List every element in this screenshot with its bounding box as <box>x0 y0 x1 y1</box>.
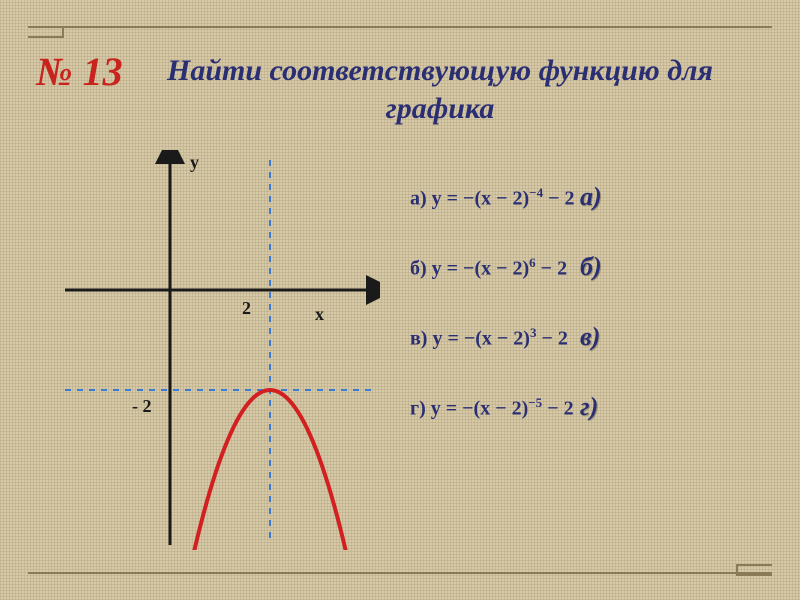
option-formula: в) y = −(x − 2)3 − 2 <box>410 325 568 351</box>
option-overlay-letter: а) <box>580 182 602 212</box>
y-tick-label: - 2 <box>132 396 152 417</box>
y-axis-label: у <box>190 152 199 173</box>
slide-title: Найти соответствующую функцию для график… <box>160 52 720 127</box>
bottom-rule <box>28 572 772 574</box>
option-overlay-letter: г) <box>580 392 598 422</box>
option-overlay-letter: б) <box>580 252 602 282</box>
option-formula: а) y = −(x − 2)−4 − 2 <box>410 185 575 211</box>
option-formula: б) y = −(x − 2)6 − 2 <box>410 255 567 281</box>
answer-options: а) y = −(x − 2)−4 − 2а) б) y = −(x − 2)6 … <box>410 180 780 460</box>
option-g[interactable]: г) y = −(x − 2)−5 − 2г) <box>410 390 780 426</box>
top-rule <box>28 26 772 28</box>
option-overlay-letter: в) <box>580 322 600 352</box>
option-formula: г) y = −(x − 2)−5 − 2 <box>410 395 574 421</box>
option-b[interactable]: б) y = −(x − 2)6 − 2 б) <box>410 250 780 286</box>
option-v[interactable]: в) y = −(x − 2)3 − 2 в) <box>410 320 780 356</box>
option-a[interactable]: а) y = −(x − 2)−4 − 2а) <box>410 180 780 216</box>
x-axis-label: х <box>315 304 324 325</box>
slide-number: № 13 <box>36 48 123 95</box>
x-tick-label: 2 <box>242 298 251 319</box>
graph-area: у х 2 - 2 <box>60 150 380 550</box>
graph-svg <box>60 150 380 550</box>
